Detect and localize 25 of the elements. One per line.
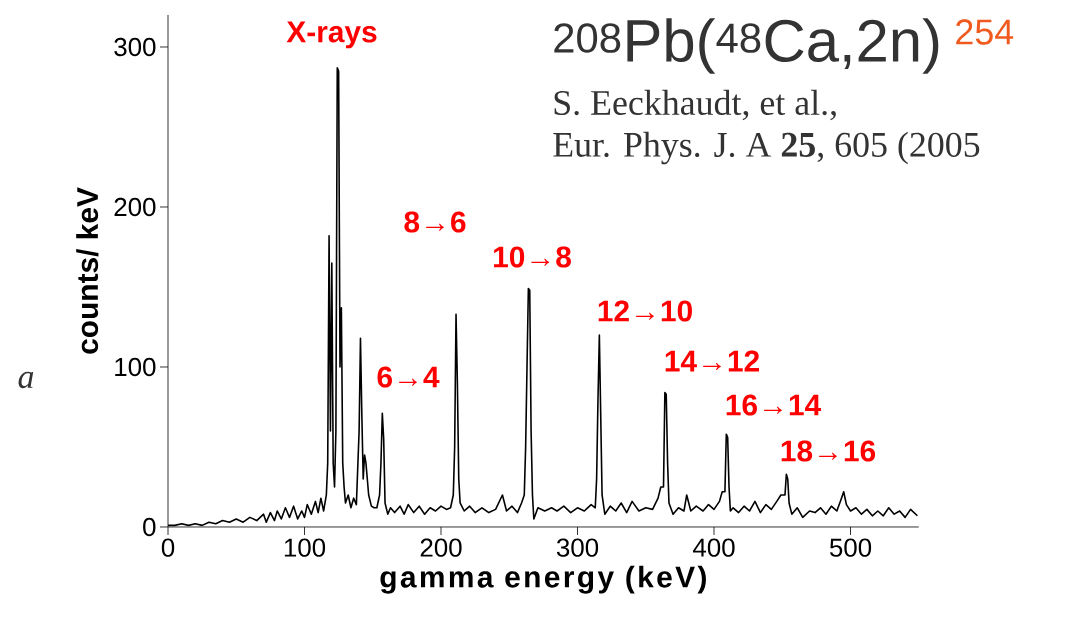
annotation: 12→10 (598, 300, 692, 322)
text: a (18, 371, 34, 389)
x-tick-label: 100 (284, 538, 326, 557)
y-tick-label: 100 (115, 357, 156, 377)
annotation: 18→16 (781, 440, 876, 462)
annotation: 16→14 (726, 394, 822, 416)
x-tick-label: 0 (161, 538, 175, 557)
x-axis-title: gamma energy (keV) (380, 565, 706, 594)
y-axis-title: counts/ keV (76, 187, 99, 354)
x-tick-label: 500 (829, 538, 872, 557)
annotation: 10→8 (494, 246, 571, 268)
y-tick-label: 200 (114, 197, 156, 217)
annotation: S. Eeckhaudt, et al., (554, 89, 836, 121)
annotation: X-rays (286, 21, 377, 49)
annotation: 8→6 (404, 211, 466, 233)
y-tick-label: 0 (143, 517, 156, 537)
annotation: 14→12 (665, 350, 759, 372)
y-tick-label: 300 (114, 37, 156, 57)
annotation: 6→4 (377, 366, 440, 388)
annotation: Eur. Phys. J. A 25, 605 (2005 (553, 131, 980, 165)
x-tick-label: 200 (420, 538, 462, 557)
x-tick-label: 400 (693, 538, 735, 557)
chart-subtitle: 254 (956, 19, 1014, 45)
x-tick-label: 300 (556, 538, 599, 557)
chart-title: $^{208}$Pb($^{48}$Ca,2n) (554, 18, 939, 74)
